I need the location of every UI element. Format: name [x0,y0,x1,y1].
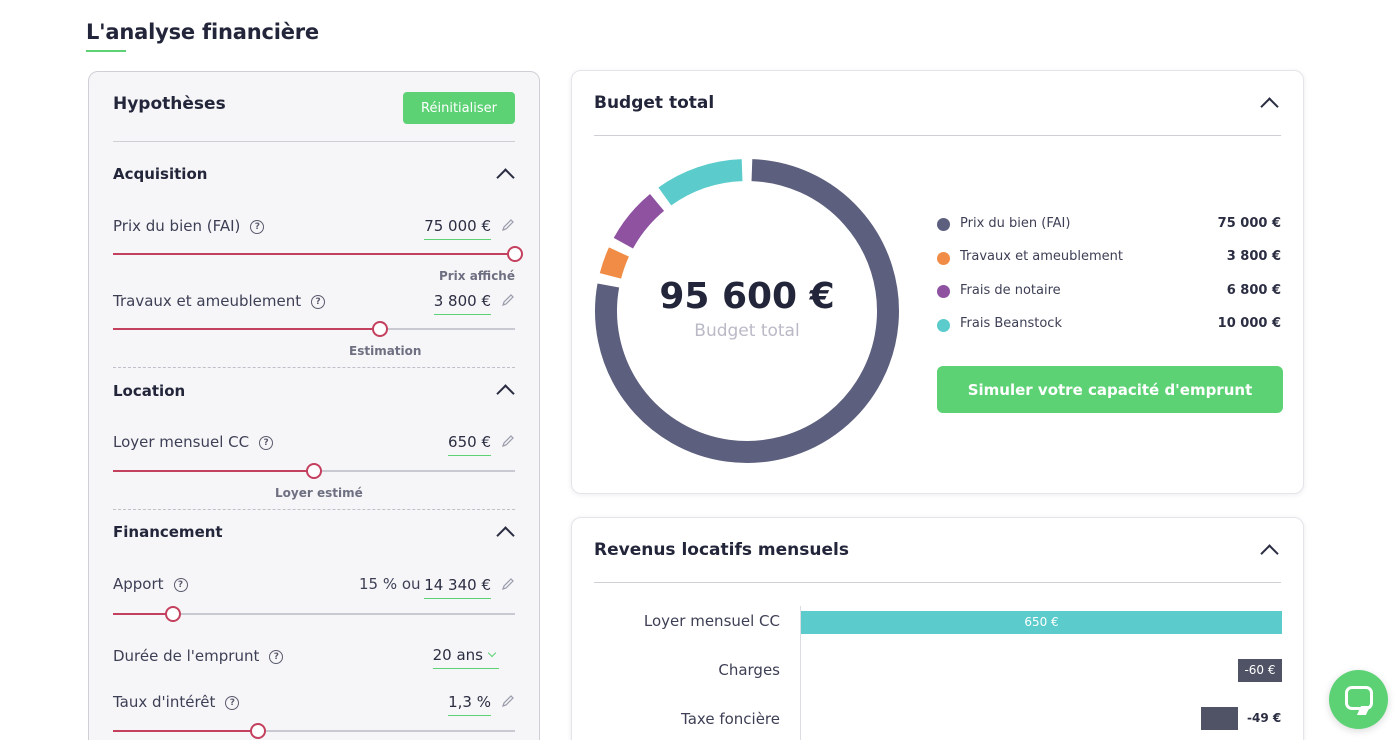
legend-dot [937,285,950,298]
loyer-input[interactable]: 650 € [448,433,491,456]
duree-select[interactable]: 20 ans [432,646,499,669]
chevron-up-icon[interactable] [496,384,515,403]
chevron-up-icon[interactable] [1260,97,1279,116]
donut-slice [613,193,665,249]
legend-value: 3 800 € [1226,249,1281,264]
apport-input[interactable]: 14 340 € [424,576,491,599]
slider-handle[interactable] [249,723,266,739]
apport-percent: 15 % ou [359,575,421,593]
apport-slider[interactable] [113,606,515,622]
revenus-axis [800,606,801,740]
chevron-up-icon[interactable] [1260,544,1279,563]
donut-slice [658,159,743,206]
legend-label: Travaux et ameublement [960,249,1124,264]
taux-slider[interactable] [113,723,515,739]
divider [594,135,1281,136]
help-icon[interactable]: ? [173,578,188,592]
help-icon[interactable]: ? [225,696,240,710]
help-icon[interactable]: ? [269,650,284,664]
reset-button[interactable]: Réinitialiser [403,92,515,124]
budget-donut: 95 600 € Budget total [594,158,900,464]
divider [113,367,515,368]
legend-label: Frais de notaire [960,283,1061,298]
section-acquisition-title: Acquisition [113,165,208,183]
revenus-card: Revenus locatifs mensuels Loyer mensuel … [571,517,1304,740]
title-underline [86,50,126,52]
revenus-row-label: Loyer mensuel CC [643,612,780,630]
legend-label: Frais Beanstock [960,316,1062,331]
legend-value: 6 800 € [1226,283,1281,298]
legend-value: 75 000 € [1217,216,1281,231]
donut-slice [599,247,630,279]
revenus-value: -49 € [1247,711,1282,725]
revenus-row-label: Taxe foncière [681,710,780,728]
pencil-icon[interactable] [501,577,515,591]
apport-field-label: Apport? [113,575,188,593]
loyer-field-label: Loyer mensuel CC? [113,433,274,451]
prix-input[interactable]: 75 000 € [424,217,491,240]
travaux-input[interactable]: 3 800 € [433,292,491,315]
travaux-slider[interactable] [113,321,515,337]
travaux-field-label: Travaux et ameublement? [113,292,326,310]
page-title: L'analyse financière [86,20,319,44]
hypotheses-panel: Hypothèses Réinitialiser Acquisition Pri… [88,71,540,740]
loyer-slider[interactable] [113,463,515,479]
pencil-icon[interactable] [501,694,515,708]
travaux-note: Estimation [349,344,422,358]
slider-handle[interactable] [507,246,523,262]
prix-field-label: Prix du bien (FAI)? [113,217,265,235]
pencil-icon[interactable] [501,293,515,307]
help-icon[interactable]: ? [250,220,265,234]
revenus-title: Revenus locatifs mensuels [594,540,849,560]
slider-handle[interactable] [306,463,322,479]
taux-input[interactable]: 1,3 % [448,693,491,716]
budget-total-label: Budget total [694,321,800,341]
legend-dot [937,319,950,332]
prix-note: Prix affiché [438,269,515,283]
revenus-bar: 650 € [801,611,1282,634]
slider-handle[interactable] [372,321,389,337]
loyer-note: Loyer estimé [275,486,363,500]
legend-dot [937,252,950,265]
legend-label: Prix du bien (FAI) [960,216,1071,231]
revenus-bar [1201,707,1238,730]
slider-handle[interactable] [165,606,182,622]
pencil-icon[interactable] [501,434,515,448]
help-icon[interactable]: ? [259,436,274,450]
chat-button[interactable] [1329,670,1388,729]
divider [113,141,515,142]
pencil-icon[interactable] [501,218,515,232]
divider [594,582,1281,583]
chevron-up-icon[interactable] [496,526,515,545]
budget-title: Budget total [594,93,715,113]
prix-slider[interactable] [113,246,523,262]
section-financement-title: Financement [113,523,223,541]
simulate-borrowing-button[interactable]: Simuler votre capacité d'emprunt [937,366,1283,413]
divider [113,509,515,510]
legend-value: 10 000 € [1217,316,1281,331]
donut-chart [595,159,899,463]
budget-card: Budget total 95 600 € Budget total Prix … [571,70,1304,494]
revenus-bar: -60 € [1238,659,1282,682]
budget-total-value: 95 600 € [659,276,835,317]
taux-field-label: Taux d'intérêt? [113,693,240,711]
chevron-up-icon[interactable] [496,168,515,187]
legend-dot [937,218,950,231]
hypotheses-title: Hypothèses [113,94,226,114]
duree-field-label: Durée de l'emprunt? [113,647,284,665]
help-icon[interactable]: ? [311,295,326,309]
section-location-title: Location [113,382,186,400]
donut-slice [595,159,899,463]
revenus-row-label: Charges [718,661,780,679]
